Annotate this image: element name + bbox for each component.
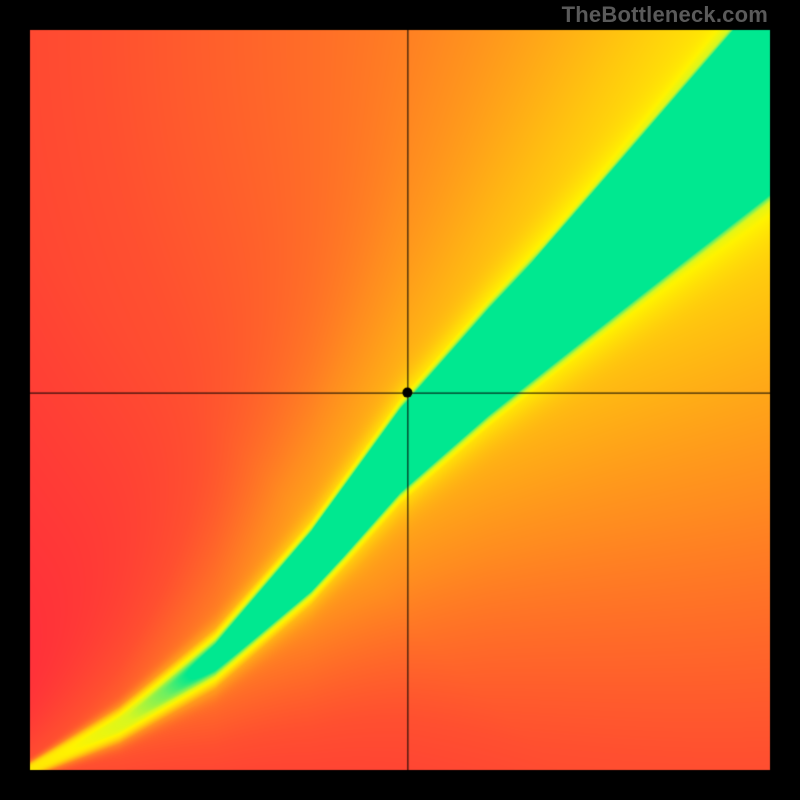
chart-container: TheBottleneck.com bbox=[0, 0, 800, 800]
heatmap-canvas bbox=[0, 0, 800, 800]
watermark-text: TheBottleneck.com bbox=[562, 2, 768, 28]
